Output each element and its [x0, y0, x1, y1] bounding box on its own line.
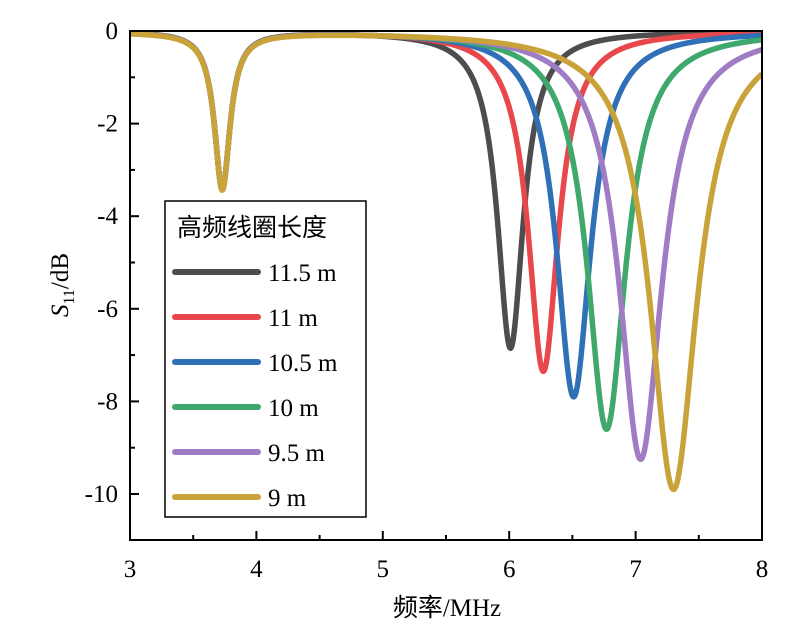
legend-label: 9.5 m: [268, 440, 326, 467]
x-tick-label: 8: [756, 556, 769, 583]
x-tick-label: 5: [377, 556, 390, 583]
y-tick-label: -6: [97, 296, 118, 323]
tick-labels: 3 4 5 6 7 8 0 -2 -4 -6 -8 -10: [85, 18, 769, 583]
x-tick-label: 3: [124, 556, 137, 583]
axis-ticks: [129, 30, 763, 540]
legend: 高频线圈长度 11.5 m 11 m 10.5 m 10 m 9.5 m 9 m: [164, 200, 367, 518]
y-axis-label-main: S: [47, 304, 74, 317]
legend-label: 10.5 m: [268, 350, 338, 377]
y-tick-label: -4: [97, 203, 118, 230]
legend-title: 高频线圈长度: [177, 214, 327, 242]
y-tick-label: 0: [106, 18, 119, 45]
y-tick-label: -8: [97, 388, 118, 415]
x-axis-label: 频率/MHz: [393, 594, 501, 622]
legend-items: 11.5 m 11 m 10.5 m 10 m 9.5 m 9 m: [172, 260, 338, 512]
legend-label: 11.5 m: [268, 260, 337, 287]
y-axis-label-sub: 11: [61, 289, 78, 304]
y-tick-label: -2: [97, 111, 118, 138]
y-axis-label-rest: /dB: [47, 253, 74, 289]
legend-label: 11 m: [268, 305, 318, 332]
series-curves: [130, 31, 762, 493]
legend-label: 10 m: [268, 395, 319, 422]
y-tick-label: -10: [85, 481, 118, 508]
y-axis-label: S11/dB: [47, 253, 78, 317]
series-line: [130, 31, 762, 493]
x-tick-label: 4: [250, 556, 263, 583]
x-tick-label: 6: [503, 556, 516, 583]
legend-label: 9 m: [268, 485, 307, 512]
x-tick-label: 7: [629, 556, 642, 583]
